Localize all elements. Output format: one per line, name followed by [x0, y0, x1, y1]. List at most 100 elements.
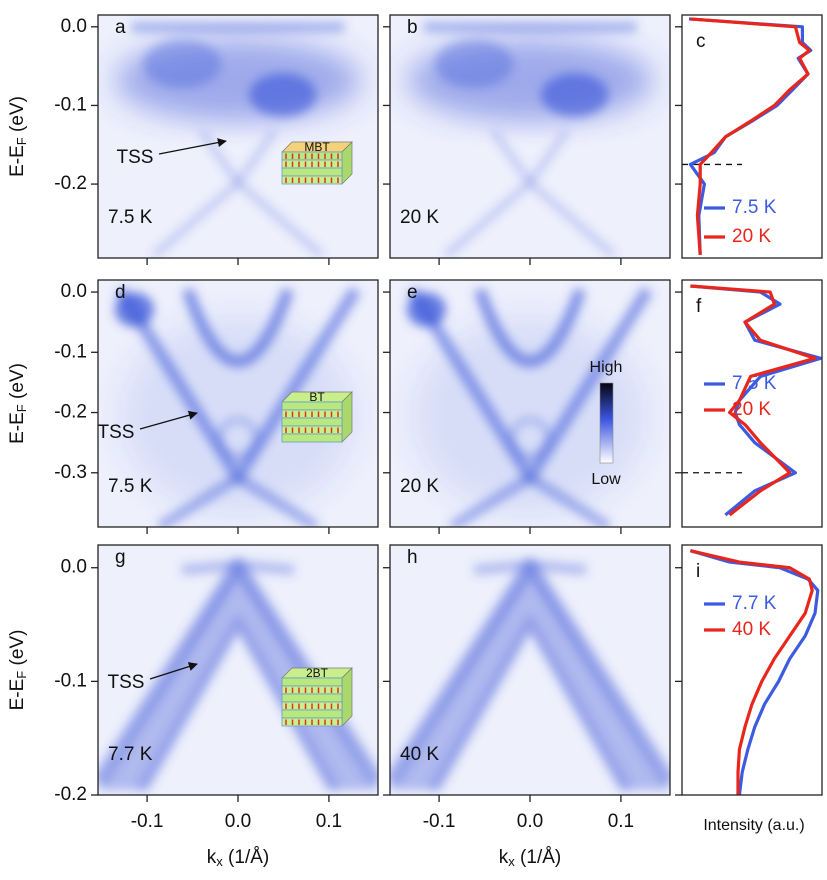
legend-label: 20 K — [732, 399, 771, 420]
temperature-label: 20 K — [400, 476, 439, 497]
panel-frame — [97, 14, 379, 259]
y-tick-label: -0.1 — [54, 341, 87, 362]
temperature-label: 7.5 K — [108, 207, 153, 228]
panel-frame — [681, 544, 823, 796]
crystal-inset: MBT — [281, 140, 353, 185]
panel-letter: a — [115, 17, 126, 38]
panel-frame — [97, 544, 379, 796]
y-axis-label-part: (eV) — [7, 96, 28, 137]
edc-line — [689, 549, 820, 796]
intensity-blob — [412, 317, 648, 515]
y-tick-label: -0.1 — [54, 670, 87, 691]
edc-line — [690, 284, 817, 517]
intensity-shapes — [406, 286, 653, 527]
crystal-inset: BT — [281, 390, 353, 443]
x-tick-label: 0.1 — [316, 811, 342, 832]
y-tick-label: -0.2 — [54, 402, 87, 423]
temperature-label: 7.5 K — [108, 476, 153, 497]
panel-letter: b — [407, 17, 418, 38]
intensity-blob — [434, 39, 514, 88]
band — [235, 129, 324, 258]
x-axis-label: kx (1/Å) — [499, 847, 561, 869]
annotation-arrow — [158, 138, 227, 155]
intensity-blob — [249, 73, 317, 118]
panel-frame — [97, 279, 379, 528]
y-axis-label-sub: F — [14, 137, 29, 145]
panel-frame — [389, 544, 671, 796]
intensity-shapes — [114, 286, 361, 527]
legend-label: 7.5 K — [732, 197, 777, 218]
temperature-label: 40 K — [400, 744, 439, 765]
x-tick-label: 0.1 — [608, 811, 634, 832]
colorbar-high: High — [590, 359, 623, 376]
edc-line — [688, 17, 813, 255]
y-axis-label: E-EF (eV) — [7, 630, 29, 711]
panel-letter: g — [115, 547, 126, 568]
inset-side — [341, 667, 353, 727]
colorbar — [599, 382, 614, 464]
legend-label: 40 K — [732, 619, 771, 640]
y-axis-label: E-EF (eV) — [7, 363, 29, 444]
y-tick-label: -0.2 — [54, 173, 87, 194]
crystal-inset: 2BT — [281, 666, 353, 727]
edc-line — [690, 284, 823, 517]
panel-frame — [389, 279, 671, 528]
temperature-label: 20 K — [400, 207, 439, 228]
annotation: TSS — [117, 147, 154, 168]
panel-letter: e — [407, 282, 418, 303]
x-axis-label: kx (1/Å) — [207, 847, 269, 869]
y-axis-label: E-EF (eV) — [7, 96, 29, 177]
colorbar-low: Low — [591, 471, 621, 488]
x-axis-label-part: k — [207, 847, 217, 868]
intensity-map — [406, 22, 654, 258]
x-axis-label-sub: x — [508, 854, 515, 869]
intensity-blob — [541, 73, 609, 118]
intensity-label: Intensity (a.u.) — [703, 817, 804, 834]
panel-frame — [681, 279, 823, 528]
intensity-shapes — [114, 22, 362, 258]
y-axis-label-part: (eV) — [7, 363, 28, 404]
panel-letter: i — [696, 561, 700, 582]
x-tick-label: 0.0 — [517, 811, 543, 832]
panel-letter: c — [696, 31, 706, 52]
legend-label: 20 K — [732, 226, 771, 247]
panel-letter: h — [407, 547, 418, 568]
band — [135, 615, 341, 793]
intensity-blob — [120, 317, 356, 515]
intensity-map — [406, 286, 653, 527]
y-tick-label: 0.0 — [61, 557, 87, 578]
panel-frame — [389, 14, 671, 259]
annotation-arrow — [139, 410, 198, 430]
band — [181, 560, 295, 575]
x-tick-label: -0.1 — [131, 811, 164, 832]
y-axis-label-part: E-E — [7, 145, 28, 177]
intensity-shapes — [390, 558, 670, 793]
y-axis-label-part: E-E — [7, 412, 28, 444]
y-axis-label-part: E-E — [7, 679, 28, 711]
annotation: TSS — [108, 672, 145, 693]
x-axis-label-sub: x — [216, 854, 223, 869]
x-tick-label: -0.1 — [423, 811, 456, 832]
inset-label: BT — [309, 390, 325, 404]
legend-label: 7.7 K — [732, 593, 777, 614]
intensity-map — [114, 22, 362, 258]
intensity-blob — [142, 39, 222, 88]
annotation-arrow — [149, 662, 198, 680]
intensity-shapes — [406, 22, 654, 258]
x-axis-label-part: (1/Å) — [223, 847, 269, 868]
panel-letter: f — [696, 296, 702, 317]
intensity-map — [114, 286, 361, 527]
y-axis-label-sub: F — [14, 671, 29, 679]
inset-layer — [281, 709, 343, 719]
x-axis-label-part: k — [499, 847, 509, 868]
intensity-map — [390, 558, 670, 793]
panel-letter: d — [115, 282, 126, 303]
annotation: TSS — [98, 422, 135, 443]
y-tick-label: 0.0 — [61, 16, 87, 37]
edc-line — [690, 549, 814, 795]
y-axis-label-part: (eV) — [7, 630, 28, 671]
edc-line — [690, 17, 812, 255]
inset-layer — [281, 167, 343, 177]
band — [527, 129, 616, 258]
